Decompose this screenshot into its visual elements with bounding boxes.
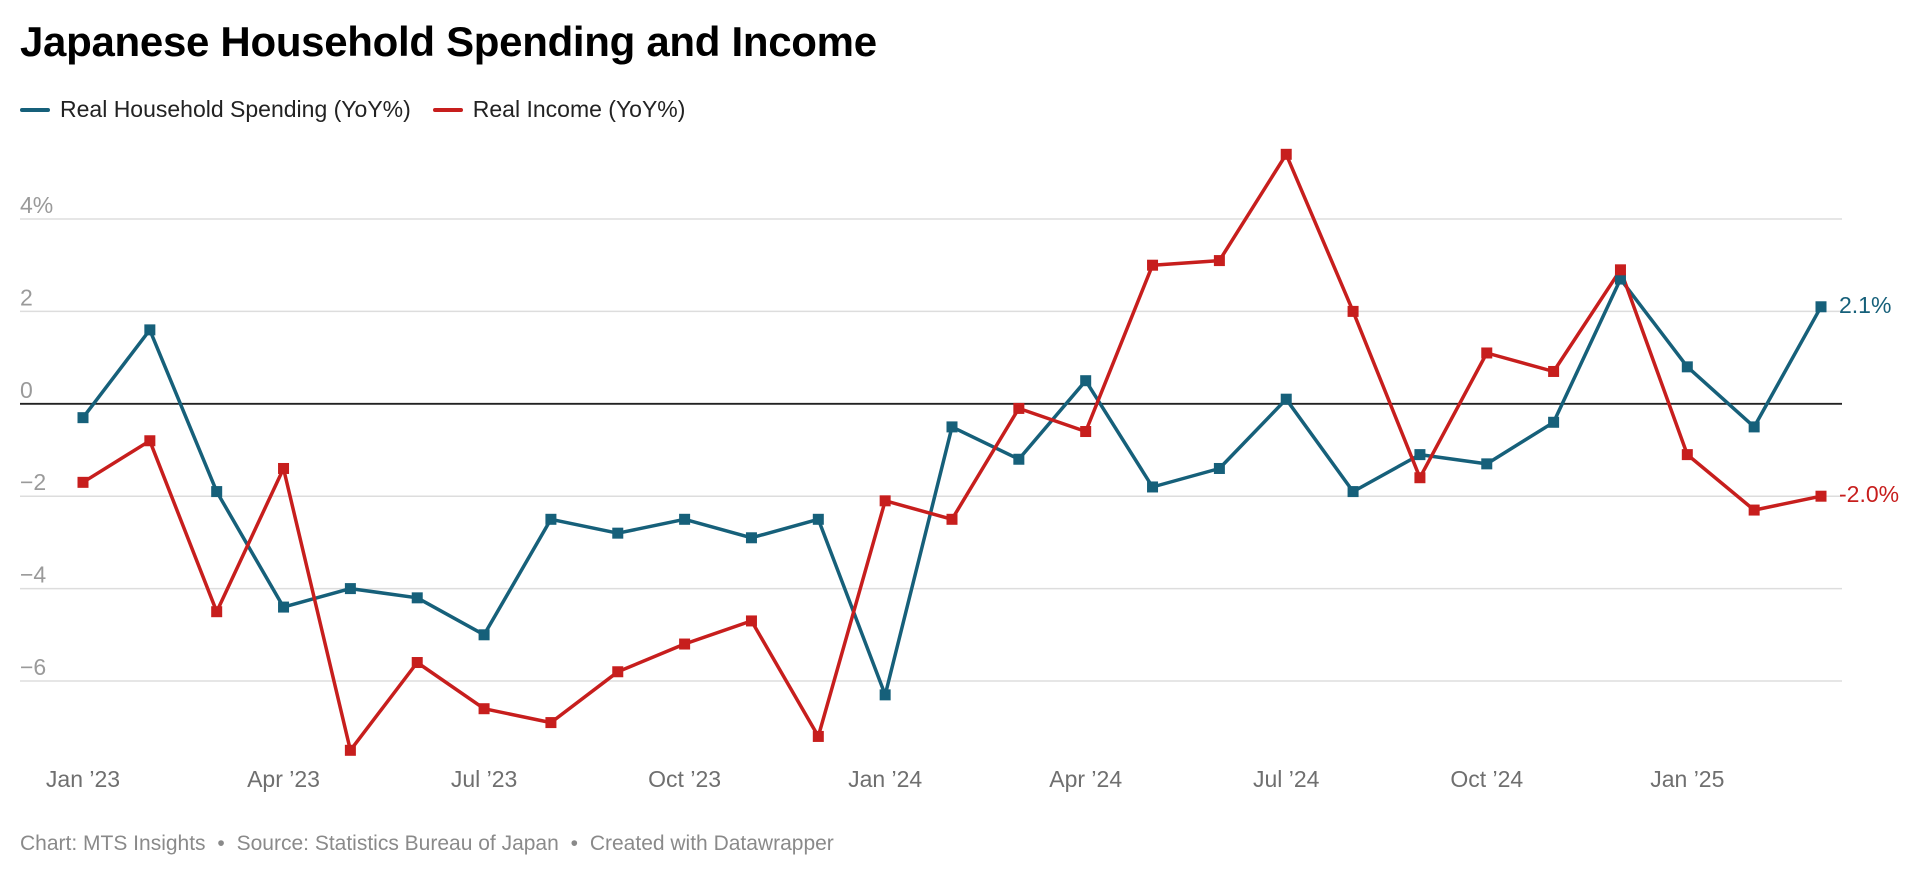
data-point-marker [144, 435, 156, 447]
data-point-marker [77, 412, 89, 424]
end-value-label: -2.0% [1839, 481, 1899, 507]
data-point-marker [946, 421, 958, 433]
data-point-marker [745, 532, 757, 544]
data-point-marker [1414, 472, 1426, 484]
legend-item-spending: Real Household Spending (YoY%) [20, 96, 411, 123]
data-point-marker [211, 606, 223, 618]
legend-swatch-income [432, 107, 463, 112]
data-point-marker [344, 583, 356, 595]
y-tick-label: 4% [20, 192, 53, 218]
data-point-marker [411, 592, 423, 604]
data-point-marker [679, 513, 691, 525]
x-tick-label: Oct ’24 [1450, 766, 1523, 792]
y-tick-label: −6 [20, 654, 46, 680]
end-value-label: 2.1% [1839, 292, 1891, 318]
data-point-marker [1213, 462, 1225, 474]
gridlines [20, 218, 1842, 682]
data-point-marker [1681, 449, 1693, 461]
footer-source: Source: Statistics Bureau of Japan [236, 832, 559, 855]
footer-chart-credit: Chart: MTS Insights [20, 832, 206, 855]
data-point-marker [1681, 361, 1693, 373]
data-point-marker [1147, 481, 1159, 493]
footer: Chart: MTS Insights • Source: Statistics… [20, 832, 834, 856]
data-point-marker [1815, 301, 1827, 313]
y-tick-label: −2 [20, 469, 46, 495]
data-point-marker [1347, 305, 1359, 317]
data-point-marker [1614, 264, 1626, 276]
line-chart: 4%20−2−4−6 Jan ’23 Apr ’23 Jul ’23 Oct ’23 J… [20, 148, 1899, 792]
data-point-marker [77, 476, 89, 488]
data-point-marker [1481, 458, 1493, 470]
data-point-marker [1548, 416, 1560, 428]
series-markers [77, 148, 1827, 756]
data-point-marker [1548, 365, 1560, 377]
legend-swatch-spending [20, 107, 50, 112]
data-point-marker [1614, 273, 1626, 285]
data-point-marker [1815, 490, 1827, 502]
series-line-1 [81, 152, 1823, 753]
data-point-marker [545, 513, 557, 525]
footer-created-with: Created with Datawrapper [589, 832, 834, 855]
data-point-marker [144, 324, 156, 336]
data-point-marker [879, 689, 891, 701]
data-point-marker [1481, 347, 1493, 359]
data-point-marker [278, 462, 290, 474]
legend-label-income: Real Income (YoY%) [472, 96, 686, 122]
legend-item-income: Real Income (YoY%) [432, 96, 686, 123]
data-point-marker [1280, 148, 1292, 160]
data-point-marker [1013, 402, 1025, 414]
data-point-marker [1347, 486, 1359, 498]
data-point-marker [1080, 426, 1092, 438]
data-point-marker [745, 615, 757, 627]
data-point-marker [1147, 259, 1159, 271]
x-tick-label: Apr ’24 [1049, 766, 1122, 792]
data-point-marker [612, 527, 624, 539]
data-point-marker [1748, 504, 1760, 516]
legend: Real Household Spending (YoY%) Real Inco… [20, 96, 685, 123]
series-line-0 [81, 277, 1823, 697]
data-point-marker [879, 495, 891, 507]
data-point-marker [211, 486, 223, 498]
chart-title: Japanese Household Spending and Income [20, 18, 877, 65]
data-point-marker [946, 513, 958, 525]
y-tick-label: −4 [20, 562, 46, 588]
y-axis-ticks: 4% 2 0 −2 −4 −6 [20, 192, 53, 680]
legend-label-spending: Real Household Spending (YoY%) [60, 96, 411, 122]
data-point-marker [344, 744, 356, 756]
data-point-marker [1748, 421, 1760, 433]
data-point-marker [478, 629, 490, 641]
data-point-marker [1080, 375, 1092, 387]
data-point-marker [1280, 393, 1292, 405]
footer-separator: • [217, 832, 225, 855]
x-tick-label: Jul ’23 [451, 766, 517, 792]
footer-separator: • [570, 832, 578, 855]
series-lines [81, 152, 1823, 753]
data-point-marker [812, 730, 824, 742]
data-point-marker [679, 638, 691, 650]
data-point-marker [1213, 255, 1225, 267]
y-tick-label: 2 [20, 284, 33, 310]
x-tick-label: Apr ’23 [247, 766, 320, 792]
x-tick-label: Oct ’23 [648, 766, 721, 792]
data-point-marker [278, 601, 290, 613]
end-labels: 2.1% -2.0% [1839, 292, 1899, 507]
data-point-marker [612, 666, 624, 678]
x-axis-ticks: Jan ’23 Apr ’23 Jul ’23 Oct ’23 Jan ’24 Apr ’… [46, 766, 1724, 792]
data-point-marker [812, 513, 824, 525]
x-tick-label: Jan ’23 [46, 766, 120, 792]
x-tick-label: Jul ’24 [1253, 766, 1320, 792]
data-point-marker [545, 717, 557, 729]
data-point-marker [1013, 453, 1025, 465]
y-tick-label: 0 [20, 377, 33, 403]
data-point-marker [478, 703, 490, 715]
data-point-marker [1414, 449, 1426, 461]
x-tick-label: Jan ’24 [848, 766, 922, 792]
x-tick-label: Jan ’25 [1650, 766, 1724, 792]
data-point-marker [411, 657, 423, 669]
